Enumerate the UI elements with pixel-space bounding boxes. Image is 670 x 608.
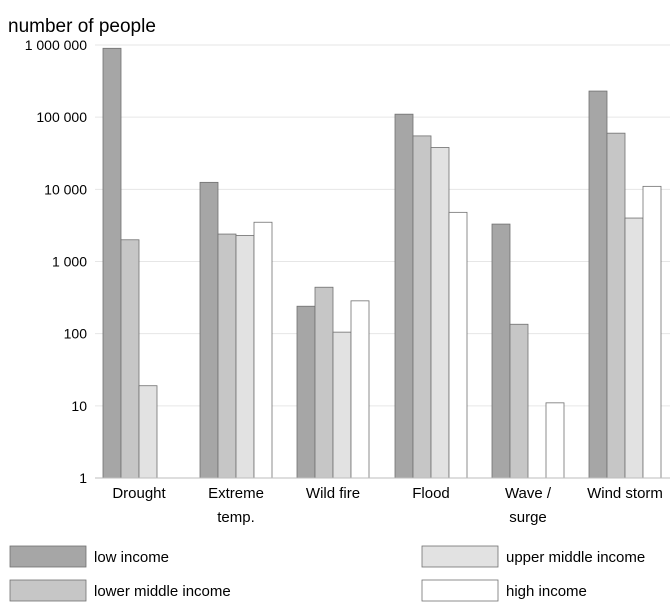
y-axis-ticks: 1 10 100 1 000 10 000 100 000 1 000 000 <box>25 37 88 486</box>
bar-high-income <box>642 185 662 479</box>
bar-low-income <box>102 47 122 479</box>
y-tick-label: 1 000 <box>52 254 87 270</box>
bar-lower-middle-income <box>217 233 237 479</box>
bar-lower-middle-income <box>314 286 334 479</box>
bar-low-income <box>199 181 219 479</box>
y-tick-label: 100 000 <box>36 109 87 125</box>
bar-low-income <box>296 305 316 479</box>
bar-upper-middle-income <box>138 385 158 479</box>
y-tick-label: 10 <box>71 398 87 414</box>
legend: low income lower middle income upper middl… <box>9 545 645 602</box>
bar-low-income <box>491 223 511 479</box>
bar-lower-middle-income <box>606 132 626 479</box>
gridlines <box>95 44 670 407</box>
bars <box>102 47 662 479</box>
y-tick-label: 1 <box>79 470 87 486</box>
category-label: Extreme <box>208 485 264 502</box>
bar-high-income <box>448 211 468 479</box>
bar-upper-middle-income <box>332 331 352 479</box>
legend-swatch <box>421 579 499 602</box>
category-label: temp. <box>217 509 255 526</box>
category-label: Flood <box>412 485 450 502</box>
legend-swatch <box>421 545 499 568</box>
category-label: Wild fire <box>306 485 360 502</box>
legend-label: high income <box>506 583 587 600</box>
bar-low-income <box>394 113 414 479</box>
legend-label: low income <box>94 549 169 566</box>
legend-swatch <box>9 579 87 602</box>
bar-lower-middle-income <box>412 135 432 479</box>
category-label: Wind storm <box>587 485 663 502</box>
legend-label: lower middle income <box>94 583 231 600</box>
bar-lower-middle-income <box>120 239 140 479</box>
category-label: Wave / <box>505 485 552 502</box>
legend-swatch <box>9 545 87 568</box>
bar-low-income <box>588 90 608 479</box>
y-tick-label: 100 <box>64 326 88 342</box>
y-tick-label: 1 000 000 <box>25 37 87 53</box>
y-tick-label: 10 000 <box>44 181 87 197</box>
y-axis-label: number of people <box>8 16 156 37</box>
category-label: Drought <box>112 485 166 502</box>
bar-lower-middle-income <box>509 323 529 479</box>
category-label: surge <box>509 509 547 526</box>
bar-upper-middle-income <box>624 217 644 479</box>
category-labels: Drought Extreme temp. Wild fire Flood Wave / s… <box>112 485 663 526</box>
bar-high-income <box>350 300 370 479</box>
bar-high-income <box>545 402 565 479</box>
legend-label: upper middle income <box>506 549 645 566</box>
bar-upper-middle-income <box>430 147 450 479</box>
bar-high-income <box>253 221 273 479</box>
bar-upper-middle-income <box>235 234 255 479</box>
